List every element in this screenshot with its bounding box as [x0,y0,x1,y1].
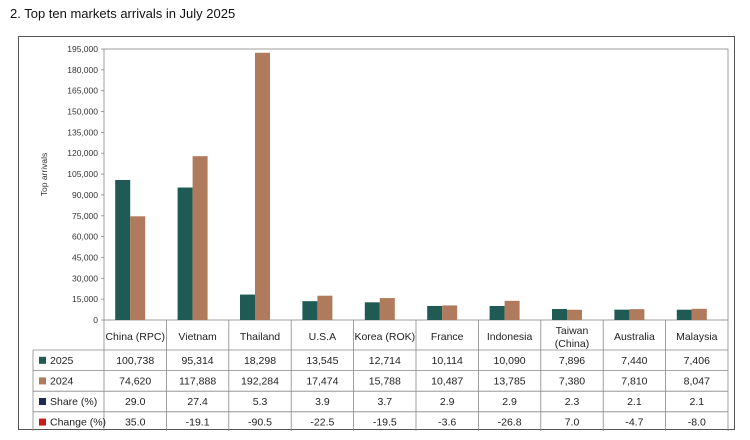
data-label: 117,888 [179,375,216,387]
bar-2025 [489,305,505,320]
legend-swatch [39,356,46,364]
row-label: 2024 [50,375,74,387]
category-label: France [431,331,464,343]
y-tick-label: 165,000 [67,86,98,96]
bar-2025 [614,309,630,320]
category-label: (China) [555,338,589,350]
data-label: 13,545 [306,355,338,367]
chart-title: 2. Top ten markets arrivals in July 2025 [10,6,236,21]
y-tick-label: 195,000 [67,44,98,54]
y-tick-label: 15,000 [72,294,98,304]
bar-2024 [691,308,707,320]
category-label: Taiwan [556,325,589,337]
data-label: 2.9 [502,396,517,408]
bar-2025 [115,180,131,320]
data-label: -22.5 [310,417,334,429]
data-label: 12,714 [369,355,401,367]
category-label: Korea (ROK) [354,331,415,343]
category-label: Vietnam [178,331,217,343]
data-label: 3.9 [315,396,330,408]
data-label: 8,047 [684,375,710,387]
data-label: 95,314 [182,355,214,367]
data-label: 17,474 [306,375,338,387]
y-tick-label: 105,000 [67,169,98,179]
data-label: -26.8 [498,417,522,429]
bar-2024 [629,309,645,320]
y-tick-label: 120,000 [67,148,98,158]
data-label: 7,896 [559,355,585,367]
row-label: Share (%) [50,396,97,408]
data-label: -3.6 [438,417,456,429]
data-label: 13,785 [494,375,526,387]
bar-2025 [240,294,255,320]
data-label: 10,487 [431,375,463,387]
row-label: 2025 [50,355,74,367]
bar-2025 [177,187,193,320]
data-label: 7,406 [684,355,710,367]
bar-2024 [379,298,395,320]
data-label: 5.3 [253,396,268,408]
legend-swatch [39,418,46,426]
bar-2025 [427,305,443,320]
bar-chart: 0 15,000 30,000 45,000 60,000 75,000 90,000 105… [32,44,729,431]
category-label: Australia [614,331,655,343]
data-label: -19.5 [373,417,397,429]
data-label: 3.7 [377,396,392,408]
chart-frame: 0 15,000 30,000 45,000 60,000 75,000 90,000 105… [18,36,735,431]
category-label: Malaysia [676,331,718,343]
data-label: 27.4 [187,396,208,408]
bar-2024 [192,156,208,320]
category-label: Indonesia [487,331,533,343]
y-tick-label: 90,000 [72,190,98,200]
bar-2025 [676,309,692,320]
data-label: 7,380 [559,375,585,387]
bar-2024 [317,295,333,320]
data-label: 7,440 [621,355,647,367]
data-label: 192,284 [241,375,279,387]
data-label: 7.0 [565,417,580,429]
data-label: 100,738 [116,355,154,367]
bar-2024 [567,309,582,320]
data-label: -19.1 [186,417,210,429]
y-tick-label: 150,000 [67,107,98,117]
bar-2025 [302,301,318,320]
data-label: 7,810 [621,375,647,387]
y-tick-label: 60,000 [72,232,98,242]
y-tick-label: 45,000 [72,252,98,262]
y-tick-label: 75,000 [72,211,98,221]
bar-2024 [442,305,458,320]
data-label: 2.1 [627,396,642,408]
bar-2025 [552,309,567,320]
data-label: 10,090 [494,355,526,367]
y-axis-label: Top arrivals [39,153,49,196]
data-label: 74,620 [119,375,151,387]
data-label: 35.0 [125,417,146,429]
bar-2024 [504,300,520,320]
y-tick-label: 0 [93,315,98,325]
data-label: -90.5 [248,417,272,429]
legend-swatch [39,377,46,385]
category-label: China (RPC) [105,331,165,343]
data-label: 2.1 [689,396,704,408]
data-label: 2.9 [440,396,455,408]
data-label: 29.0 [125,396,146,408]
data-label: 18,298 [244,355,276,367]
y-tick-label: 180,000 [67,65,98,75]
category-label: Thailand [240,331,280,343]
bar-2025 [364,302,380,320]
category-label: U.S.A [309,331,336,343]
row-label: Change (%) [50,417,106,429]
data-label: -8.0 [688,417,706,429]
data-label: 10,114 [432,355,463,367]
data-label: -4.7 [625,417,643,429]
data-label: 15,788 [369,375,401,387]
y-tick-label: 135,000 [67,127,98,137]
data-label: 2.3 [565,396,580,408]
bar-2024 [255,52,270,321]
legend-swatch [39,398,46,405]
bar-2024 [130,216,146,320]
y-tick-label: 30,000 [72,273,98,283]
